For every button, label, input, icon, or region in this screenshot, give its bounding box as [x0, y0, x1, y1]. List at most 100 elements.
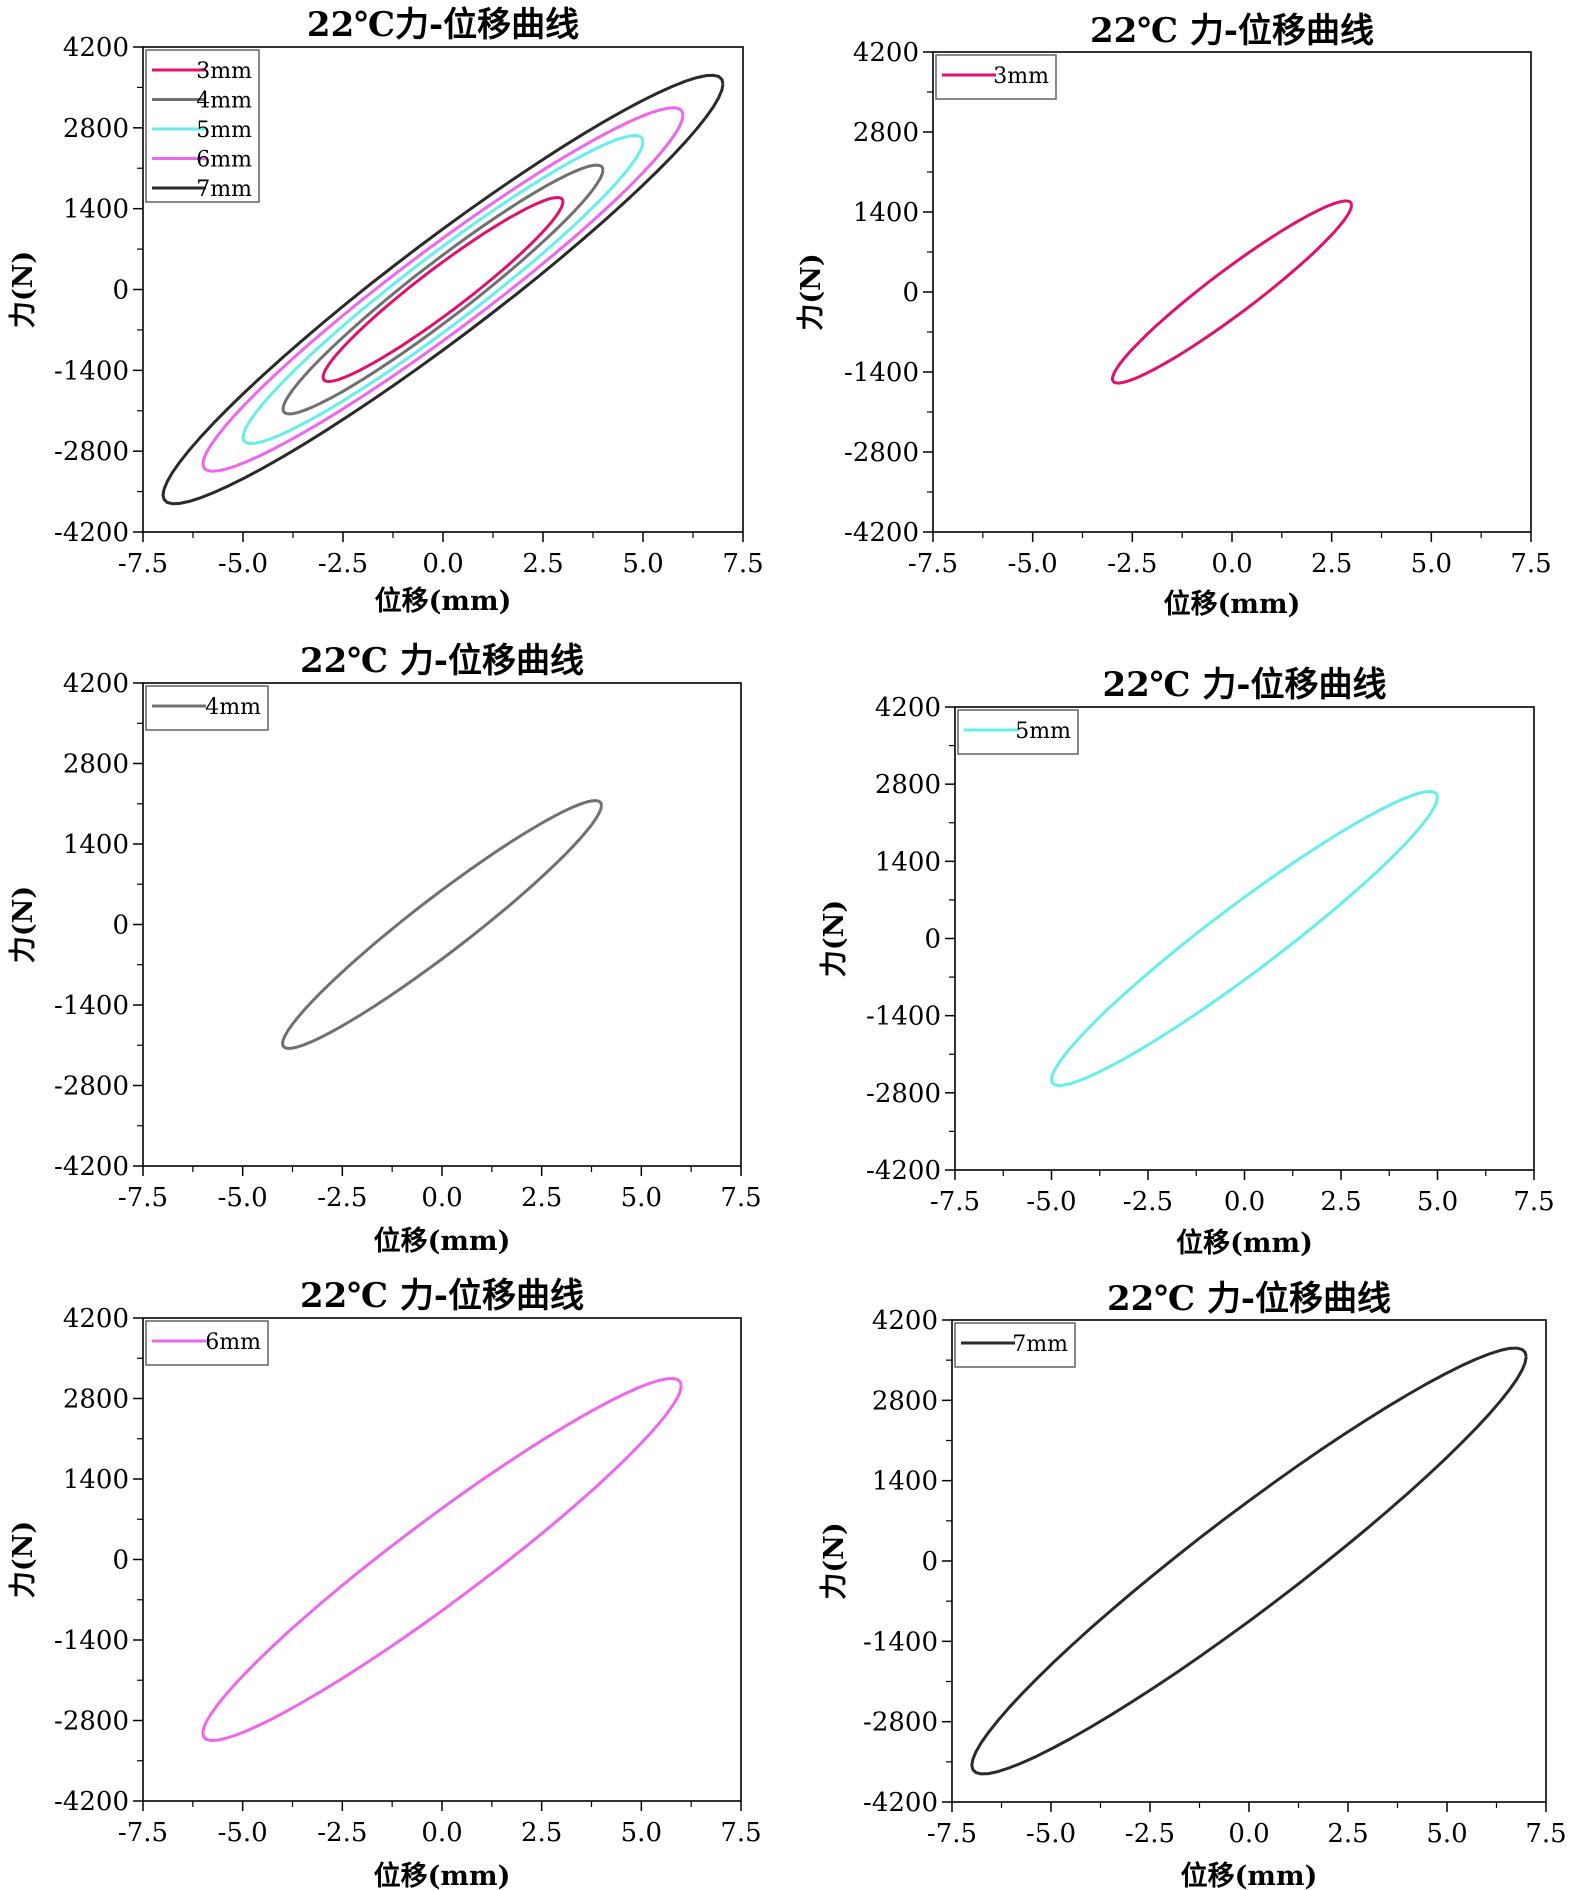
chart-title: 22℃ 力-位移曲线	[1090, 11, 1374, 51]
x-axis-label: 位移(mm)	[1164, 588, 1301, 620]
legend-label-4mm: 4mm	[196, 89, 252, 114]
x-tick-label: 0.0	[1228, 1819, 1269, 1849]
x-tick-label: -5.0	[218, 1183, 268, 1213]
y-tick-label: -2800	[54, 1707, 129, 1737]
chart-title: 22℃ 力-位移曲线	[300, 1276, 584, 1316]
chart-panel-5: 22℃ 力-位移曲线 -7.5 -5.0 -2.5 0.0 2.5 5.0 7.5 4200 28…	[8, 1276, 762, 1890]
legend-label-5mm: 5mm	[1015, 719, 1071, 744]
y-tick-label: 1400	[853, 198, 919, 228]
plot-frame	[142, 1317, 742, 1802]
series-loop-4mm	[281, 799, 603, 1050]
chart-panel-6: 22℃ 力-位移曲线 -7.5 -5.0 -2.5 0.0 2.5 5.0 7.5 4200 28…	[819, 1279, 1567, 1890]
y-tick-label: -4200	[54, 518, 129, 548]
x-tick-label: 0.0	[1211, 549, 1252, 579]
x-tick-label: -2.5	[1123, 1187, 1173, 1217]
x-tick-label: 7.5	[1513, 1187, 1554, 1217]
x-tick-label: -2.5	[1107, 549, 1157, 579]
y-tick-label: -4200	[54, 1152, 129, 1182]
x-tick-label: 2.5	[1327, 1819, 1368, 1849]
y-tick-label: -4200	[863, 1788, 938, 1818]
plot-frame	[954, 706, 1535, 1171]
y-tick-label: 2800	[63, 750, 129, 780]
legend-label-3mm: 3mm	[993, 64, 1049, 89]
y-tick-label: -1400	[844, 358, 919, 388]
x-tick-label: -5.0	[1026, 1819, 1076, 1849]
series-loop-5mm	[241, 134, 645, 445]
chart-panel-1: 22℃力-位移曲线 -7.5 -5.0 -2.5 0.0 2.5 5.0 7.5 4200 280…	[8, 5, 764, 617]
y-tick-label: -2800	[844, 438, 919, 468]
x-tick-label: -7.5	[908, 549, 958, 579]
y-tick-label: -1400	[54, 991, 129, 1021]
legend-box	[957, 709, 1079, 755]
chart-title: 22℃ 力-位移曲线	[300, 641, 584, 681]
x-tick-label: -7.5	[118, 1818, 168, 1848]
x-tick-label: 5.0	[622, 549, 663, 579]
y-tick-label: 4200	[872, 1306, 938, 1336]
legend-box	[145, 1320, 269, 1366]
y-tick-label: -4200	[54, 1787, 129, 1817]
series-loop-4mm	[281, 163, 605, 416]
y-axis-label: 力(N)	[8, 886, 39, 963]
y-axis-label: 力(N)	[819, 1522, 850, 1599]
y-tick-label: 2800	[63, 114, 129, 144]
legend-label-6mm: 6mm	[196, 148, 252, 173]
y-tick-label: -1400	[54, 356, 129, 386]
legend-label-7mm: 7mm	[196, 177, 252, 202]
legend: 4mm	[145, 685, 269, 731]
y-axis-label: 力(N)	[8, 1521, 39, 1598]
x-tick-label: 2.5	[521, 1818, 562, 1848]
x-tick-label: 0.0	[421, 1183, 462, 1213]
y-tick-label: 4200	[875, 693, 941, 723]
x-tick-label: -7.5	[927, 1819, 977, 1849]
legend-label-5mm: 5mm	[196, 118, 252, 143]
legend-label-7mm: 7mm	[1012, 1332, 1068, 1357]
x-axis-label: 位移(mm)	[375, 585, 512, 617]
x-axis-label: 位移(mm)	[1176, 1227, 1313, 1259]
legend: 6mm	[145, 1320, 269, 1366]
y-axis-label: 力(N)	[819, 900, 850, 977]
y-tick-label: -2800	[863, 1708, 938, 1738]
y-tick-label: -1400	[863, 1627, 938, 1657]
x-tick-label: 0.0	[422, 549, 463, 579]
y-tick-label: 1400	[63, 1465, 129, 1495]
series-loop-7mm	[161, 73, 725, 506]
legend: 3mm	[935, 54, 1057, 100]
x-tick-label: -2.5	[1125, 1819, 1175, 1849]
series-loop-6mm	[201, 1377, 683, 1742]
x-tick-label: -2.5	[317, 1818, 367, 1848]
x-tick-label: -5.0	[218, 1818, 268, 1848]
x-tick-label: -5.0	[1026, 1187, 1076, 1217]
y-tick-label: 0	[112, 276, 129, 306]
x-tick-label: 5.0	[1426, 1819, 1467, 1849]
y-tick-label: -4200	[866, 1156, 941, 1186]
y-tick-label: 0	[902, 278, 919, 308]
x-axis-label: 位移(mm)	[1181, 1860, 1318, 1890]
series-loop-6mm	[201, 106, 685, 473]
x-tick-label: 7.5	[722, 549, 763, 579]
x-tick-label: -2.5	[317, 1183, 367, 1213]
chart-title: 22℃ 力-位移曲线	[1107, 1279, 1391, 1319]
x-tick-label: 2.5	[1320, 1187, 1361, 1217]
y-tick-label: 4200	[63, 1304, 129, 1334]
series-loop-7mm	[970, 1346, 1528, 1776]
x-tick-label: 2.5	[522, 549, 563, 579]
y-tick-label: 2800	[875, 770, 941, 800]
legend: 5mm	[957, 709, 1079, 755]
y-tick-label: 0	[921, 1547, 938, 1577]
y-tick-label: -1400	[54, 1626, 129, 1656]
y-tick-label: -1400	[866, 1002, 941, 1032]
chart-title: 22℃力-位移曲线	[307, 5, 579, 45]
y-tick-label: 0	[112, 911, 129, 941]
y-tick-label: -4200	[844, 518, 919, 548]
y-tick-label: 1400	[875, 847, 941, 877]
x-tick-label: 5.0	[621, 1183, 662, 1213]
x-tick-label: 5.0	[1411, 549, 1452, 579]
y-tick-label: -2800	[866, 1079, 941, 1109]
y-tick-label: 4200	[853, 38, 919, 68]
x-tick-label: 0.0	[1224, 1187, 1265, 1217]
series-loop-5mm	[1050, 790, 1439, 1087]
x-tick-label: 7.5	[1525, 1819, 1566, 1849]
chart-panel-4: 22℃ 力-位移曲线 -7.5 -5.0 -2.5 0.0 2.5 5.0 7.5 4200 28…	[819, 665, 1555, 1259]
y-tick-label: -2800	[54, 1072, 129, 1102]
y-tick-label: 1400	[872, 1467, 938, 1497]
